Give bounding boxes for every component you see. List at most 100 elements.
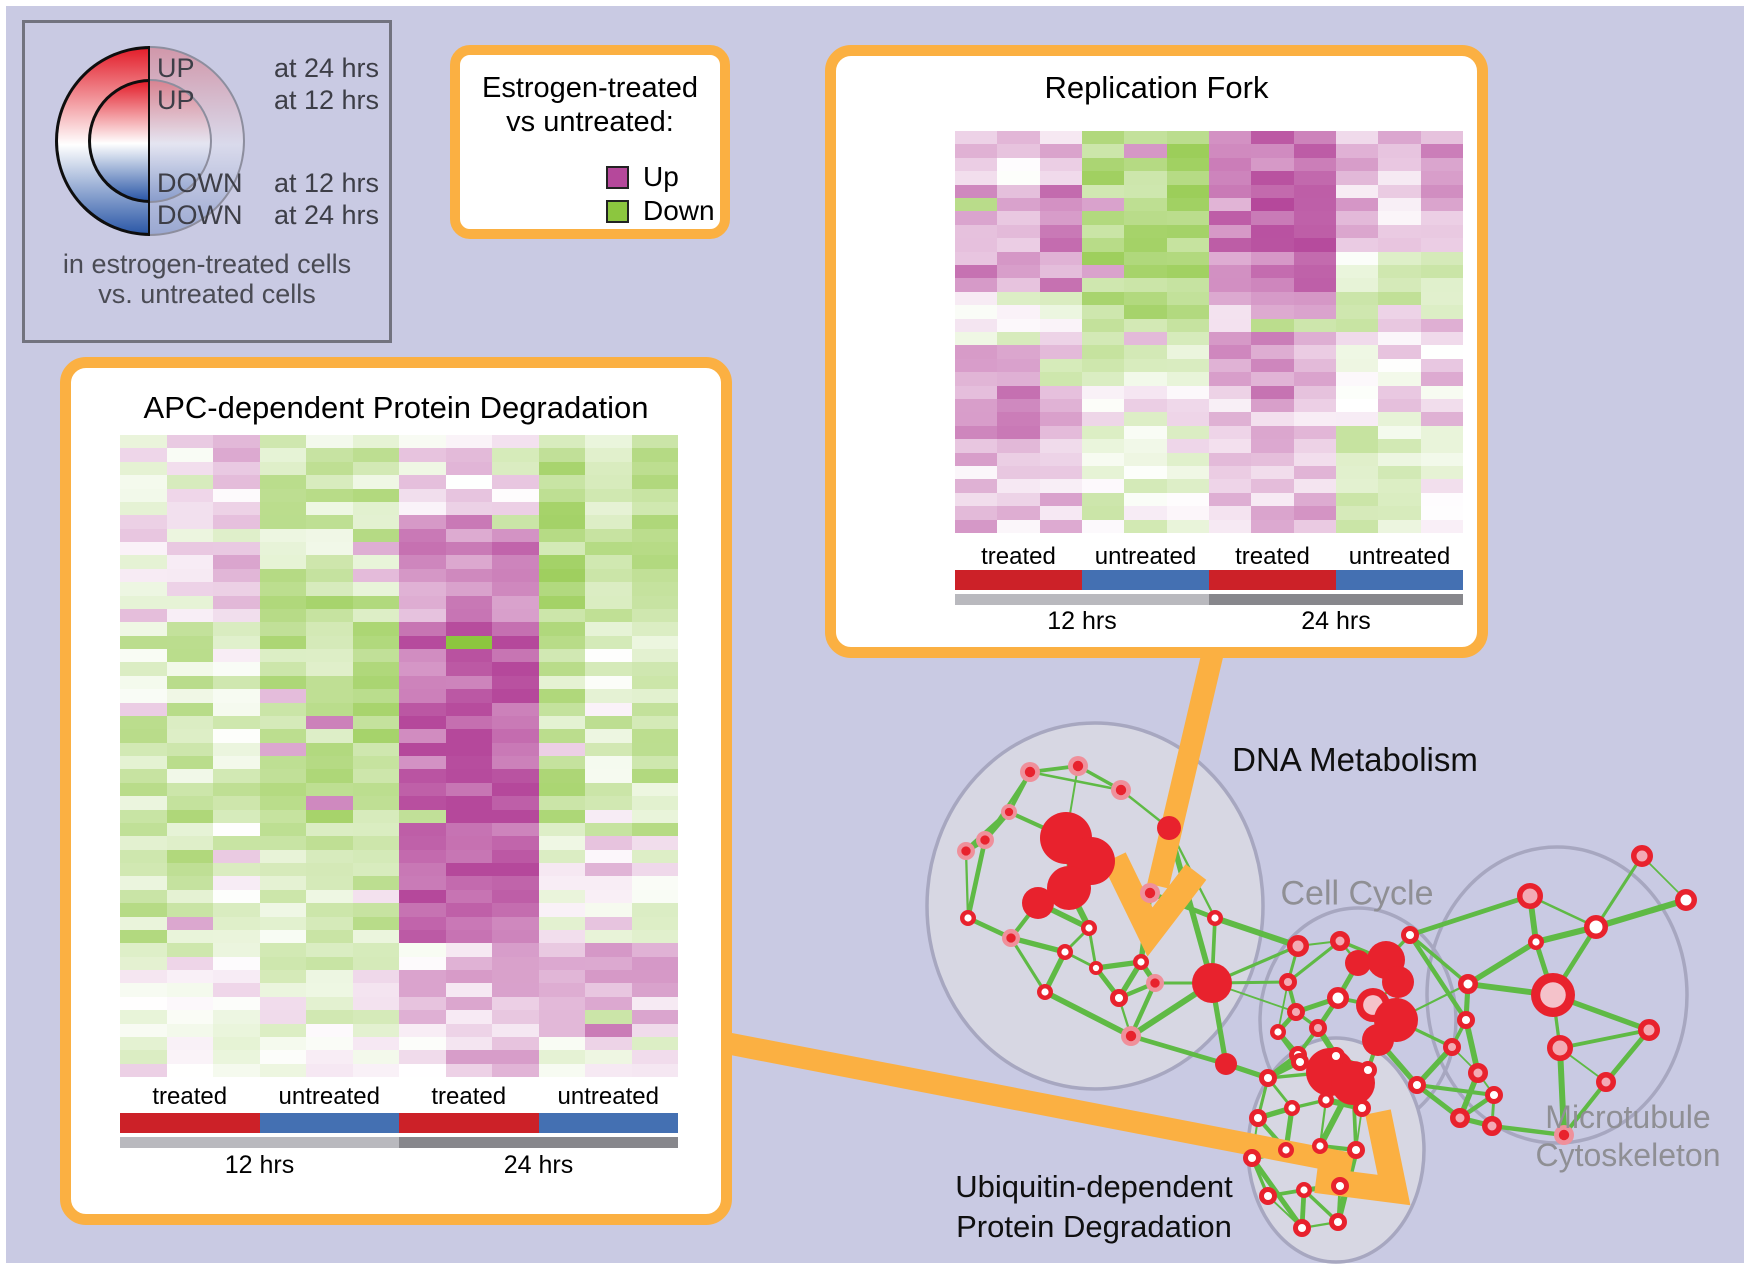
heatmap-cell	[1124, 144, 1167, 158]
heatmap-cell	[631, 662, 678, 676]
heatmap-cell	[538, 836, 585, 850]
heatmap-cell	[306, 595, 353, 609]
heatmap-cell	[399, 782, 446, 797]
color-swatch-icon	[606, 199, 629, 223]
heatmap-cell	[399, 635, 446, 649]
heatmap-cell	[631, 488, 678, 502]
heatmap-cell	[585, 876, 632, 890]
heatmap-cell	[399, 996, 446, 1011]
network-node	[1287, 935, 1309, 957]
network-node	[1345, 950, 1371, 976]
microtubule-label-line1: Microtubule	[1545, 1099, 1711, 1135]
heatmap-cell	[120, 608, 167, 623]
cluster-label-microtubule: Microtubule Cytoskeleton	[1536, 1098, 1721, 1174]
heatmap-cell	[399, 809, 446, 823]
heatmap-cell	[1420, 278, 1463, 292]
heatmap-cell	[399, 488, 446, 502]
network-node	[1527, 934, 1544, 951]
heatmap-cell	[399, 983, 446, 997]
network-node	[1206, 910, 1223, 927]
network-node	[1326, 1046, 1345, 1065]
heatmap-cell	[352, 622, 399, 636]
heatmap-cell	[399, 876, 446, 890]
heatmap-cell	[585, 1050, 632, 1064]
heatmap-cell	[1039, 171, 1082, 185]
network-edge	[1287, 939, 1341, 984]
heatmap-cell	[259, 568, 306, 583]
network-node	[1468, 1063, 1488, 1083]
heatmap-cell	[1208, 331, 1252, 346]
heatmap-cell	[1378, 465, 1421, 480]
heatmap-cell	[445, 769, 492, 783]
heatmap-cell	[166, 769, 213, 783]
network-node	[1080, 920, 1097, 937]
heatmap-cell	[955, 372, 998, 386]
heatmap-cell	[1124, 197, 1167, 212]
heatmap-cell	[492, 689, 539, 703]
heatmap-cell	[213, 916, 260, 930]
heatmap-cell	[213, 956, 260, 970]
heatmap-cell	[1166, 452, 1209, 466]
heatmap-cell	[213, 635, 260, 649]
group-label: untreated	[278, 1083, 380, 1110]
heatmap-cell	[631, 796, 678, 810]
cluster-label-dna-metabolism: DNA Metabolism	[1232, 741, 1478, 778]
heatmap-cell	[166, 983, 213, 997]
heatmap-cell	[585, 863, 632, 877]
heatmap-cell	[585, 809, 632, 823]
heatmap-cell	[538, 756, 585, 770]
heatmap-cell	[538, 435, 585, 449]
heatmap-cell	[259, 675, 306, 690]
heatmap-cell	[955, 144, 998, 158]
heatmap-cell	[259, 662, 306, 676]
heatmap-cell	[166, 849, 213, 863]
heatmap-cell	[631, 542, 678, 556]
heatmap-cell	[585, 461, 632, 476]
heatmap-cell	[955, 291, 998, 306]
heatmap-cell	[306, 943, 353, 957]
heatmap-cell	[1251, 131, 1294, 145]
heatmap-cell	[1081, 157, 1125, 172]
heatmap-cell	[492, 929, 539, 944]
network-node	[1311, 1137, 1328, 1154]
heatmap-cell	[445, 983, 492, 997]
heatmap-cell	[352, 515, 399, 529]
heatmap-cell	[352, 702, 399, 716]
heatmap-cell	[352, 1050, 399, 1064]
heatmap-cell	[1124, 264, 1167, 279]
network-node	[1036, 984, 1053, 1001]
heatmap-cell	[120, 983, 167, 997]
heatmap-cell	[352, 689, 399, 703]
heatmap-cell	[1335, 439, 1379, 453]
heatmap-cell	[1293, 264, 1336, 279]
heatmap-cell	[259, 542, 306, 556]
heatmap-cell	[120, 1063, 167, 1077]
heatmap-cell	[1081, 264, 1125, 279]
heatmap-cell	[1166, 144, 1209, 158]
heatmap-cell	[1251, 211, 1294, 225]
heatmap-cell	[166, 1050, 213, 1064]
heatmap-cell	[1251, 398, 1294, 413]
network-node	[1047, 866, 1091, 910]
heatmap-cell	[1293, 305, 1336, 319]
heatmap-cell	[166, 461, 213, 476]
timepoint-bar-24hrs	[399, 1137, 678, 1148]
heatmap-grid	[955, 131, 1463, 533]
heatmap-cell	[1208, 211, 1252, 225]
heatmap-cell	[1251, 224, 1294, 239]
heatmap-cell	[445, 956, 492, 970]
heatmap-cell	[997, 224, 1040, 239]
heatmap-cell	[1251, 492, 1294, 507]
heatmap-cell	[1420, 465, 1463, 480]
heatmap-cell	[997, 131, 1040, 145]
heatmap-cell	[1039, 425, 1082, 440]
heatmap-cell	[492, 836, 539, 850]
heatmap-cell	[1251, 278, 1294, 292]
heatmap-cell	[166, 836, 213, 850]
heatmap-cell	[1124, 131, 1167, 145]
heatmap-cell	[955, 412, 998, 426]
heatmap-cell	[306, 996, 353, 1011]
heatmap-cell	[213, 996, 260, 1011]
heatmap-cell	[585, 970, 632, 984]
heatmap-cell	[1378, 278, 1421, 292]
